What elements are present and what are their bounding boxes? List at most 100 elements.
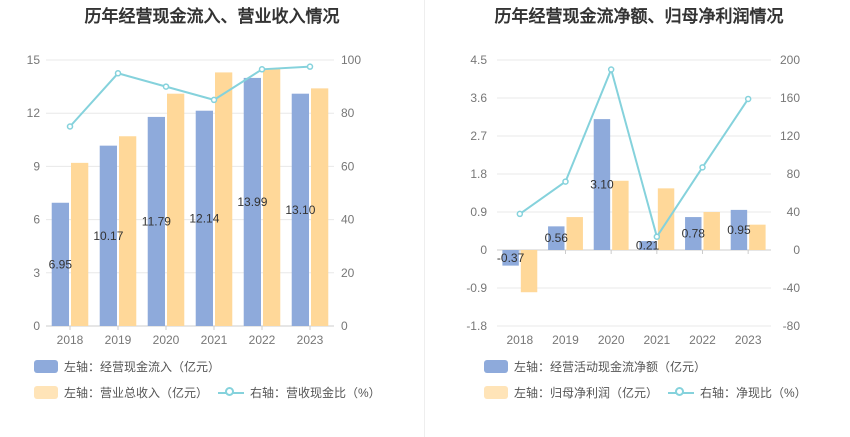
data-label: 0.21	[636, 239, 660, 253]
legend-item-revenue[interactable]: 左轴：营业总收入（亿元）	[34, 384, 208, 401]
x-tick-label: 2019	[552, 333, 579, 347]
x-tick-label: 2021	[643, 333, 670, 347]
line-point	[744, 95, 752, 103]
y-left-tick-label: 6	[33, 213, 40, 227]
bar-secondary	[119, 136, 137, 326]
y-right-tick-label: 40	[787, 205, 801, 219]
y-left-tick-label: -1.8	[466, 319, 487, 333]
data-label: 3.10	[590, 178, 614, 192]
line-point	[653, 233, 661, 240]
x-tick-label: 2020	[598, 333, 625, 347]
x-tick-label: 2018	[57, 333, 84, 347]
y-left-tick-label: -0.9	[466, 281, 487, 295]
line-point	[258, 66, 266, 73]
bar-primary	[548, 226, 565, 250]
y-right-tick-label: 200	[780, 53, 800, 67]
legend-swatch-bar	[34, 386, 58, 399]
chart-title-left: 历年经营现金流入、营业收入情况	[84, 7, 340, 26]
bar-secondary	[167, 93, 185, 327]
bar-primary	[593, 119, 611, 250]
y-right-tick-label: 160	[780, 91, 800, 105]
legend-item-cash-inflow[interactable]: 左轴：经营现金流入（亿元）	[34, 358, 220, 375]
line-point	[66, 123, 74, 130]
bar-primary	[51, 202, 69, 326]
y-right-tick-label: 80	[341, 106, 355, 120]
y-left-tick-label: 3	[33, 266, 40, 280]
bar-secondary	[703, 212, 720, 250]
line-point	[607, 66, 615, 73]
legend-swatch-bar	[484, 360, 508, 373]
bar-secondary	[263, 68, 281, 326]
data-label: -0.37	[497, 251, 525, 265]
line-point	[210, 96, 218, 104]
data-label: 0.78	[682, 227, 706, 241]
legend-label: 左轴：归母净利润（亿元）	[514, 386, 659, 400]
line-point	[562, 178, 569, 185]
legend-label: 左轴：营业总收入（亿元）	[64, 386, 209, 400]
bar-primary	[291, 93, 309, 327]
ratio-line	[69, 65, 311, 128]
legend-swatch-bar	[34, 360, 58, 373]
line-point	[306, 63, 314, 70]
legend-swatch-line	[218, 386, 244, 400]
bar-primary	[243, 77, 261, 326]
cash-inflow-revenue-chart: 0 3 6 9 12 15 0 20 40 60 80 100 2018 2019 2020 2021 2022…	[27, 53, 362, 347]
y-right-tick-label: 40	[341, 213, 355, 227]
legend-item-net-cash-ratio[interactable]: 右轴：净现比（%）	[668, 384, 807, 401]
y-right-tick-label: 100	[341, 53, 361, 67]
legend-label: 左轴：经营活动现金流净额（亿元）	[514, 360, 707, 374]
y-left-tick-label: 0	[33, 319, 40, 333]
legend-item-net-profit[interactable]: 左轴：归母净利润（亿元）	[484, 384, 658, 401]
y-right-tick-label: 0	[341, 319, 348, 333]
x-tick-label: 2019	[105, 333, 132, 347]
y-right-tick-label: 60	[341, 159, 355, 173]
y-right-tick-label: 80	[787, 167, 801, 181]
bar-secondary	[520, 250, 538, 293]
y-right-tick-label: 0	[793, 243, 800, 257]
bar-primary	[99, 145, 117, 326]
x-tick-label: 2022	[689, 333, 716, 347]
legend-swatch-bar	[484, 386, 508, 399]
bar-primary	[685, 217, 702, 250]
y-left-tick-label: 0.9	[470, 205, 487, 219]
data-label: 6.95	[49, 257, 73, 271]
legend-label: 左轴：经营现金流入（亿元）	[64, 360, 221, 374]
y-right-tick-label: 120	[780, 129, 800, 143]
data-label: 12.14	[189, 211, 219, 225]
bar-secondary	[749, 224, 766, 250]
data-label: 10.17	[93, 229, 123, 243]
data-label: 13.99	[237, 195, 267, 209]
panel-divider	[424, 0, 425, 437]
bar-secondary	[311, 88, 329, 326]
legend-label: 右轴：营收现金比（%）	[250, 386, 381, 400]
bar-primary	[730, 209, 748, 250]
legend-item-cash-ratio[interactable]: 右轴：营收现金比（%）	[218, 384, 381, 401]
bar-primary	[147, 116, 165, 326]
bar-secondary	[657, 188, 675, 250]
data-label: 13.10	[285, 203, 315, 217]
x-tick-label: 2022	[249, 333, 276, 347]
data-label: 11.79	[142, 214, 171, 228]
y-left-tick-label: 15	[27, 53, 41, 67]
y-left-tick-label: 9	[33, 159, 40, 173]
x-tick-label: 2023	[297, 333, 324, 347]
bar-primary	[639, 241, 656, 250]
legend-item-net-cashflow[interactable]: 左轴：经营活动现金流净额（亿元）	[484, 358, 706, 375]
data-label: 0.95	[727, 223, 751, 237]
x-tick-label: 2018	[506, 333, 533, 347]
y-right-tick-label: -80	[783, 319, 801, 333]
line-point	[114, 70, 122, 77]
x-tick-label: 2021	[201, 333, 228, 347]
bar-secondary	[612, 180, 629, 250]
y-right-tick-label: 20	[341, 266, 355, 280]
ratio-line	[519, 66, 749, 240]
y-left-tick-label: 0	[480, 243, 487, 257]
bar-secondary	[71, 162, 89, 326]
y-left-tick-label: 2.7	[470, 129, 487, 143]
y-left-tick-label: 1.8	[470, 167, 487, 181]
y-left-tick-label: 12	[27, 106, 41, 120]
bar-secondary	[566, 217, 583, 250]
y-left-tick-label: 4.5	[470, 53, 487, 67]
line-point	[516, 210, 524, 218]
